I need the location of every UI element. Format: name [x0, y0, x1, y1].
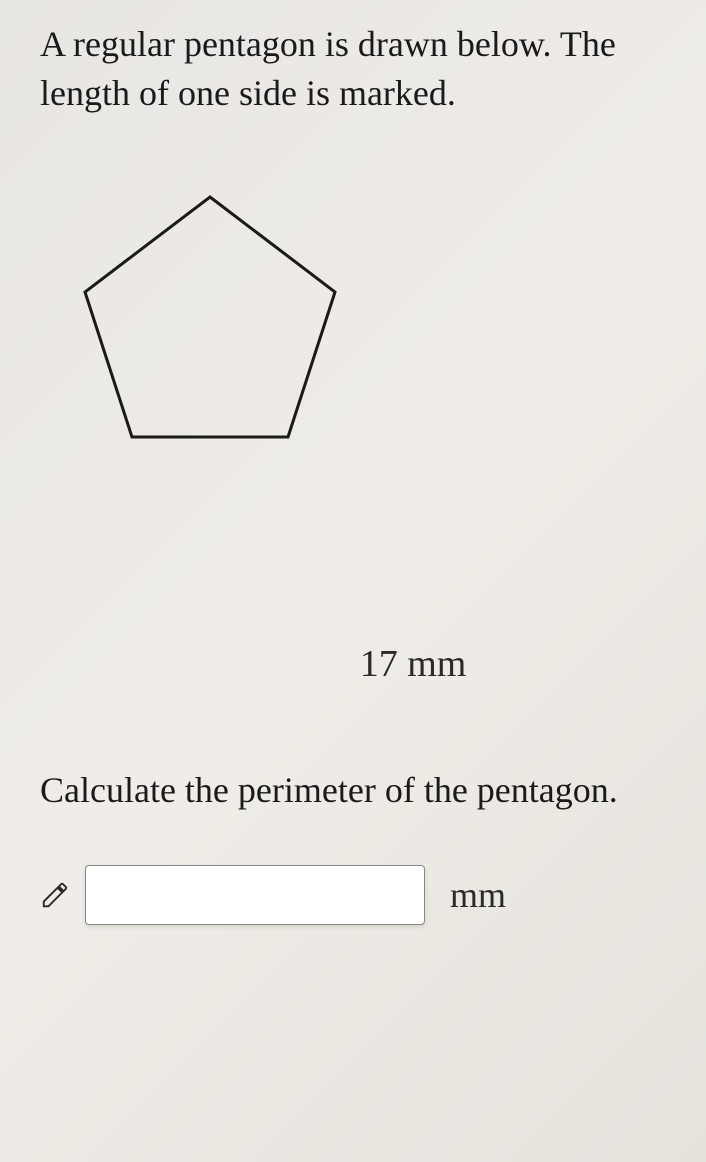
answer-input[interactable]: [85, 865, 425, 925]
question-text: A regular pentagon is drawn below. The l…: [40, 20, 666, 117]
pentagon-polygon: [85, 197, 335, 437]
instruction-text: Calculate the perimeter of the pentagon.: [40, 766, 666, 815]
answer-row: mm: [40, 865, 666, 925]
pentagon-shape: [60, 177, 360, 457]
pentagon-diagram: [60, 177, 666, 462]
answer-unit: mm: [450, 874, 506, 916]
side-measurement: 17 mm: [160, 642, 666, 686]
pencil-icon: [40, 880, 70, 910]
